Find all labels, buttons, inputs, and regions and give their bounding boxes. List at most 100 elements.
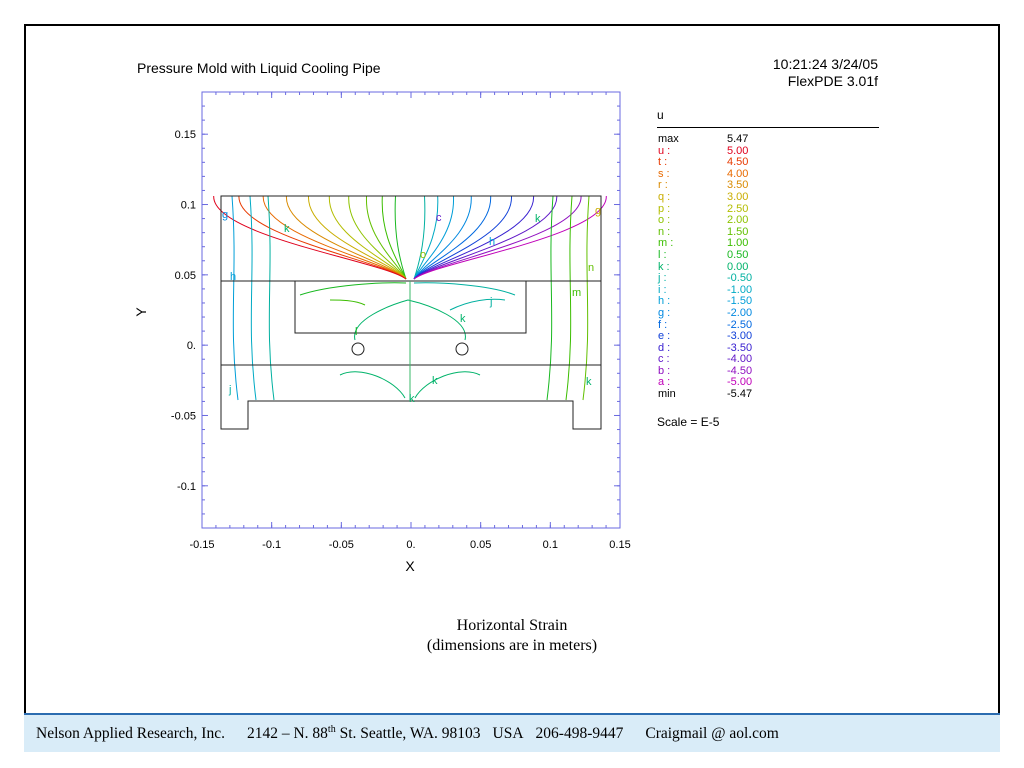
contour-label: n xyxy=(588,262,594,274)
contour-label: j xyxy=(489,296,492,308)
x-tick-label: 0.05 xyxy=(470,539,491,551)
contour-line xyxy=(413,195,454,280)
contour-line xyxy=(413,195,607,280)
legend-max-row: max 5.47 xyxy=(657,133,879,146)
legend-level-row: h : -1.50 xyxy=(657,296,879,308)
contour-line xyxy=(329,299,366,306)
legend-level-row: u : 5.00 xyxy=(657,144,879,158)
legend-level-value: -4.50 xyxy=(727,364,753,377)
y-axis-label: Y xyxy=(133,307,149,317)
contour-line xyxy=(565,195,573,401)
plot-title: Pressure Mold with Liquid Cooling Pipe xyxy=(137,60,381,76)
legend-level-key: d : xyxy=(658,341,671,354)
contour-line xyxy=(354,299,466,341)
legend-level-key: o : xyxy=(658,214,671,227)
legend-scale: Scale = E-5 xyxy=(657,414,720,429)
legend-level-value: -0.50 xyxy=(727,272,753,285)
legend-level-value: -1.50 xyxy=(727,295,753,308)
footer-bar: Nelson Applied Research, Inc. 2142 – N. … xyxy=(24,713,1000,752)
y-tick-label: -0.1 xyxy=(177,481,196,493)
contour-label: h xyxy=(230,271,236,283)
contour-line xyxy=(414,371,481,399)
x-tick-label: -0.15 xyxy=(189,539,214,551)
legend-level-value: 2.00 xyxy=(727,214,749,227)
legend-level-row: d : -3.50 xyxy=(657,341,879,355)
contour-label: o xyxy=(420,249,426,261)
legend-level-row: o : 2.00 xyxy=(657,215,879,227)
legend-level-key: r : xyxy=(658,179,668,192)
contour-line xyxy=(328,195,407,280)
legend-min-row: min -5.47 xyxy=(657,388,879,401)
legend-level-row: e : -3.00 xyxy=(657,330,879,343)
y-tick-label: 0.05 xyxy=(175,270,196,282)
footer-address-pre: 2142 – N. 88 xyxy=(246,725,328,743)
legend-level-value: 3.50 xyxy=(727,179,749,192)
caption-title: Horizontal Strain xyxy=(456,617,568,634)
contour-line xyxy=(413,195,472,280)
legend-divider xyxy=(657,127,879,128)
legend-level-row: g : -2.00 xyxy=(657,307,879,320)
contour-label: h xyxy=(489,236,495,248)
legend-level-key: a : xyxy=(658,376,671,389)
y-tick-label: 0. xyxy=(187,340,196,352)
contour-label: k xyxy=(409,393,415,405)
legend-levels: u : 5.00 t : 4.50 s : 4.00 r : 3.50 q : 3.00 p : 2.… xyxy=(657,144,879,389)
contour-line xyxy=(348,195,407,280)
legend-level-key: i : xyxy=(658,283,667,296)
contour-label: k xyxy=(586,376,592,388)
contour-label: k xyxy=(460,313,466,325)
legend-level-row: q : 3.00 xyxy=(657,190,879,204)
contour-label: k xyxy=(284,223,290,235)
legend-level-value: -2.50 xyxy=(727,318,753,331)
timestamp-label: 10:21:24 3/24/05 xyxy=(772,56,878,72)
footer-country: USA xyxy=(492,724,524,742)
legend-level-row: f : -2.50 xyxy=(657,318,879,332)
legend-level-key: k : xyxy=(658,260,670,273)
legend-max-value: 5.47 xyxy=(727,133,749,145)
legend-level-row: l : 0.50 xyxy=(657,248,879,262)
x-tick-label: -0.05 xyxy=(329,539,354,551)
caption: Horizontal Strain (dimensions are in met… xyxy=(0,616,1024,656)
legend-level-key: l : xyxy=(658,248,667,261)
legend-level-row: b : -4.50 xyxy=(657,364,879,378)
legend-level-key: j : xyxy=(658,272,667,285)
contour-line xyxy=(546,195,554,401)
slide-frame xyxy=(24,24,1000,752)
legend-level-value: -4.00 xyxy=(727,353,753,366)
legend-level-value: 0.00 xyxy=(727,260,749,273)
legend-level-key: u : xyxy=(658,144,671,157)
y-tick-label: 0.1 xyxy=(181,200,196,212)
legend-level-value: 0.50 xyxy=(727,248,749,261)
contour-line xyxy=(394,195,407,280)
contour-line xyxy=(413,195,439,280)
legend-level-value: 1.50 xyxy=(727,225,749,238)
footer-company: Nelson Applied Research, Inc. xyxy=(36,724,225,742)
contour-line xyxy=(231,195,239,401)
plot-border xyxy=(201,91,621,529)
legend-level-row: s : 4.00 xyxy=(657,167,879,181)
contour-label: j xyxy=(228,384,231,396)
legend-level-value: -1.00 xyxy=(727,283,753,296)
caption-subtitle: (dimensions are in meters) xyxy=(426,637,598,654)
contour-line xyxy=(413,282,516,296)
legend-level-row: a : -5.00 xyxy=(657,377,879,389)
legend-level-value: 4.00 xyxy=(727,167,749,180)
legend-level-value: 4.50 xyxy=(727,156,749,169)
legend-min-value: -5.47 xyxy=(727,388,753,401)
contour-line xyxy=(413,195,535,280)
contour-line xyxy=(381,195,407,280)
legend-level-row: i : -1.00 xyxy=(657,283,879,297)
legend-level-row: m : 1.00 xyxy=(657,238,879,250)
legend-level-key: m : xyxy=(658,237,674,250)
legend-level-key: e : xyxy=(658,330,671,343)
x-axis-label: X xyxy=(405,558,415,574)
legend-level-key: c : xyxy=(658,353,670,366)
legend-level-value: -5.00 xyxy=(727,376,753,389)
contour-labels: g k c h k g h n m o j k k j k l k xyxy=(222,205,601,405)
legend-level-key: q : xyxy=(658,190,671,203)
x-tick-labels: -0.15 -0.1 -0.05 0. 0.05 0.1 0.15 xyxy=(189,92,631,551)
legend: u max 5.47 u :5.00 t :4.50 s :4.00 r :3.50 q… xyxy=(657,108,879,429)
contour-lines xyxy=(213,195,607,401)
cooling-pipe-right xyxy=(455,342,469,356)
